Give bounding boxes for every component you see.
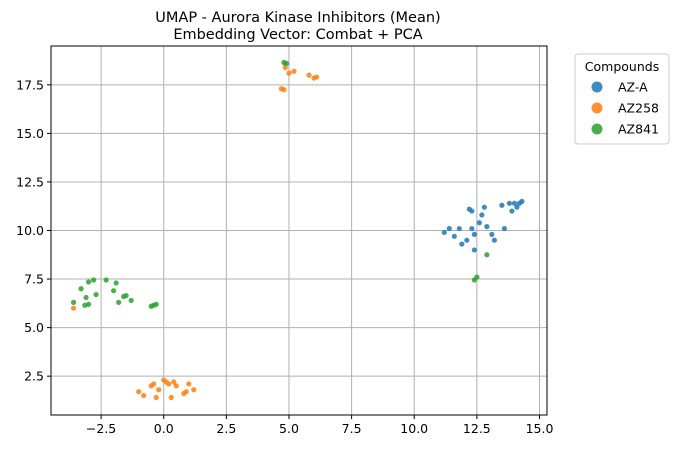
point-az258 (306, 72, 312, 78)
y-tick-label: 15.0 (16, 126, 44, 141)
point-az-a (499, 202, 505, 208)
point-az-a (469, 225, 475, 232)
y-axis-ticks: 2.5 5.0 7.5 10.0 12.5 15.0 17.5 (16, 77, 51, 384)
legend-items: AZ-A AZ258 AZ841 (591, 80, 659, 137)
point-az841 (113, 280, 119, 286)
legend-title: Compounds (585, 59, 659, 74)
y-tick-label: 17.5 (16, 77, 44, 92)
x-tick-label: 5.0 (279, 421, 299, 436)
x-tick-label: −2.5 (86, 421, 116, 436)
point-az-a (519, 198, 525, 204)
point-az841 (85, 279, 92, 285)
x-tick-label: 0.0 (154, 421, 174, 436)
x-tick-label: 2.5 (216, 421, 236, 436)
point-az841 (484, 252, 490, 258)
point-az258 (70, 305, 77, 311)
point-az841 (474, 274, 480, 280)
point-az258 (141, 392, 147, 399)
point-az258 (281, 87, 287, 93)
point-az258 (168, 394, 174, 401)
point-az841 (78, 286, 84, 292)
point-az841 (90, 277, 97, 283)
y-tick-label: 5.0 (24, 320, 44, 335)
y-tick-label: 2.5 (24, 369, 44, 384)
legend-marker-az258 (591, 102, 603, 114)
point-az-a (491, 237, 497, 243)
point-az258 (191, 387, 197, 393)
legend-label-az258: AZ258 (618, 101, 659, 116)
point-az258 (156, 387, 162, 393)
point-az258 (136, 389, 142, 395)
legend-marker-az841 (591, 123, 603, 135)
x-tick-label: 12.5 (463, 421, 491, 436)
point-az-a (456, 225, 462, 232)
point-az258 (313, 74, 320, 80)
chart-subtitle: Embedding Vector: Combat + PCA (173, 27, 422, 43)
data-points (70, 59, 525, 401)
point-az-a (471, 247, 477, 253)
point-az-a (514, 204, 520, 210)
point-az258 (171, 379, 177, 385)
point-az-a (471, 231, 477, 237)
y-tick-label: 10.0 (16, 223, 44, 238)
point-az-a (489, 231, 495, 237)
point-az-a (446, 225, 452, 232)
point-az-a (481, 204, 487, 210)
point-az841 (70, 299, 77, 305)
point-az841 (93, 291, 99, 298)
legend: Compounds AZ-A AZ258 AZ841 (574, 53, 670, 145)
x-tick-label: 15.0 (526, 421, 554, 436)
point-az258 (291, 68, 297, 74)
point-az-a (506, 200, 513, 206)
point-az841 (116, 299, 122, 305)
legend-box (574, 53, 670, 145)
y-tick-label: 7.5 (24, 272, 44, 287)
legend-label-az-a: AZ-A (618, 80, 648, 95)
point-az841 (103, 277, 109, 283)
point-az-a (484, 224, 490, 230)
grid-lines (51, 46, 547, 415)
x-tick-label: 10.0 (400, 421, 428, 436)
point-az258 (286, 70, 292, 76)
legend-label-az841: AZ841 (618, 122, 659, 137)
x-axis-ticks: −2.5 0.0 2.5 5.0 7.5 10.0 12.5 15.0 (86, 415, 554, 436)
point-az841 (85, 301, 92, 307)
point-az841 (128, 297, 134, 304)
point-az258 (186, 381, 192, 387)
y-tick-label: 12.5 (16, 174, 44, 189)
x-tick-label: 7.5 (342, 421, 362, 436)
point-az841 (283, 60, 290, 67)
point-az-a (441, 229, 447, 236)
point-az-a (464, 237, 470, 243)
point-az-a (479, 212, 485, 218)
point-az-a (469, 208, 475, 214)
legend-marker-az-a (591, 81, 603, 93)
point-az-a (501, 225, 508, 232)
point-az841 (153, 301, 159, 307)
point-az841 (83, 294, 89, 301)
point-az-a (511, 200, 518, 206)
point-az841 (111, 288, 117, 294)
point-az258 (166, 381, 172, 387)
point-az-a (451, 233, 457, 239)
point-az-a (509, 208, 515, 214)
point-az258 (183, 389, 189, 395)
chart-title: UMAP - Aurora Kinase Inhibitors (Mean) (155, 10, 440, 26)
point-az258 (173, 383, 179, 389)
point-az258 (153, 394, 159, 401)
point-az841 (123, 292, 129, 299)
point-az-a (459, 241, 465, 247)
point-az258 (151, 381, 157, 387)
point-az-a (476, 220, 482, 226)
